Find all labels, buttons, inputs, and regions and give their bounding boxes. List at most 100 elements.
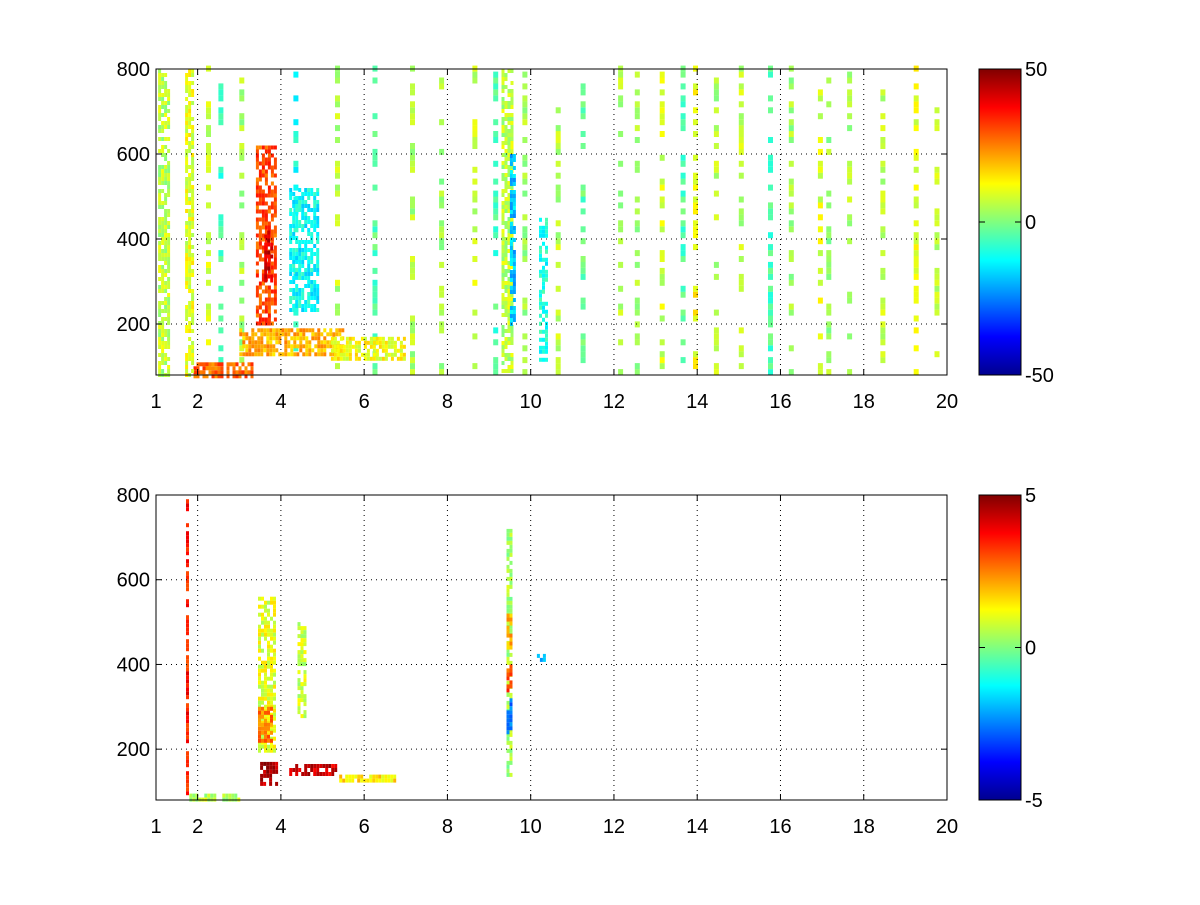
heatmap-cell: [258, 217, 262, 222]
heatmap-cell: [167, 285, 171, 289]
heatmap-cell: [273, 229, 277, 234]
heatmap-cell: [308, 352, 312, 357]
heatmap-cell: [298, 268, 302, 272]
heatmap-cell: [299, 336, 303, 341]
heatmap-cell: [512, 182, 516, 186]
heatmap-cell: [847, 369, 853, 376]
heatmap-cell: [817, 333, 823, 340]
heatmap-cell: [545, 349, 548, 354]
heatmap-cell: [301, 252, 305, 256]
heatmap-cell: [273, 708, 276, 713]
heatmap-cell: [267, 620, 270, 625]
heatmap-cell: [545, 245, 548, 250]
heatmap-cell: [738, 214, 744, 221]
heatmap-cell: [273, 161, 277, 166]
heatmap-cell: [218, 232, 224, 239]
heatmap-cell: [501, 77, 505, 81]
heatmap-cell: [934, 238, 940, 245]
heatmap-cell: [509, 226, 513, 230]
heatmap-cell: [273, 716, 276, 721]
heatmap-cell: [659, 220, 665, 227]
heatmap-cell: [293, 71, 299, 78]
heatmap-cell: [506, 688, 510, 693]
heatmap-cell: [522, 113, 528, 120]
heatmap-cell: [273, 600, 276, 605]
heatmap-cell: [158, 325, 162, 329]
heatmap-cell: [186, 791, 189, 796]
heatmap-cell: [504, 269, 508, 273]
heatmap-cell: [239, 297, 245, 304]
heatmap-cell: [258, 173, 262, 178]
heatmap-cell: [295, 272, 299, 276]
heatmap-cell: [188, 105, 192, 109]
heatmap-cell: [345, 774, 349, 779]
heatmap-cell: [305, 328, 309, 333]
heatmap-cell: [273, 636, 276, 641]
heatmap-cell: [311, 328, 315, 333]
heatmap-cell: [693, 309, 698, 316]
heatmap-cell: [217, 374, 221, 379]
heatmap-cell: [913, 107, 919, 114]
heatmap-cell: [507, 205, 511, 209]
heatmap-cell: [847, 89, 853, 96]
heatmap-cell: [239, 315, 245, 322]
x-tick-label: 4: [275, 816, 286, 838]
heatmap-cell: [826, 256, 832, 262]
heatmap-cell: [335, 101, 340, 108]
heatmap-cell: [264, 620, 267, 625]
heatmap-cell: [210, 793, 214, 798]
heatmap-cell: [335, 160, 340, 167]
heatmap-cell: [512, 194, 516, 198]
heatmap-cell: [167, 321, 171, 325]
heatmap-cell: [185, 165, 189, 169]
heatmap-cell: [158, 289, 162, 293]
heatmap-cell: [267, 704, 270, 709]
heatmap-cell: [185, 189, 189, 193]
heatmap-cell: [195, 793, 199, 798]
heatmap-cell: [335, 303, 340, 310]
heatmap-cell: [303, 710, 307, 715]
heatmap-cell: [191, 157, 195, 161]
heatmap-cell: [331, 772, 335, 776]
x-tick-label: 14: [686, 391, 708, 413]
heatmap-cell: [506, 633, 510, 638]
heatmap-cell: [339, 356, 343, 361]
heatmap-cell: [335, 113, 340, 120]
heatmap-cell: [507, 237, 511, 241]
heatmap-cell: [507, 353, 511, 357]
heatmap-cell: [310, 252, 314, 256]
heatmap-cell: [307, 192, 311, 196]
heatmap-cell: [300, 686, 304, 691]
heatmap-cell: [186, 755, 189, 760]
heatmap-cell: [244, 370, 248, 375]
heatmap-cell: [316, 296, 320, 300]
heatmap-cell: [510, 333, 514, 337]
heatmap-cell: [239, 332, 243, 337]
heatmap-cell: [522, 95, 528, 102]
heatmap-cell: [261, 596, 264, 601]
heatmap-cell: [506, 576, 510, 581]
heatmap-cell: [880, 273, 886, 280]
heatmap-cell: [493, 131, 499, 137]
heatmap-cell: [261, 696, 264, 701]
heatmap-cell: [234, 793, 238, 798]
heatmap-cell: [372, 333, 378, 340]
heatmap-cell: [185, 329, 189, 333]
heatmap-cell: [580, 226, 586, 233]
heatmap-cell: [185, 141, 189, 145]
heatmap-cell: [618, 261, 624, 268]
heatmap-cell: [258, 656, 261, 661]
heatmap-cell: [273, 672, 276, 677]
heatmap-cell: [270, 718, 273, 723]
heatmap-cell: [164, 121, 168, 125]
heatmap-cell: [335, 190, 340, 197]
heatmap-cell: [506, 714, 510, 719]
heatmap-cell: [788, 309, 794, 316]
heatmap-cell: [504, 125, 508, 129]
heatmap-cell: [493, 196, 499, 203]
heatmap-cell: [509, 680, 513, 685]
heatmap-cell: [261, 309, 265, 314]
heatmap-cell: [439, 291, 445, 298]
heatmap-cell: [507, 249, 511, 253]
heatmap-cell: [634, 71, 640, 78]
